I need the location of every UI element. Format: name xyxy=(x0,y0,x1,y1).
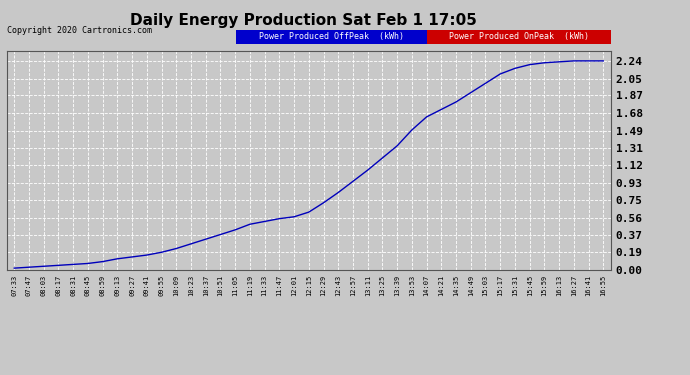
Bar xyxy=(426,30,611,44)
Text: Copyright 2020 Cartronics.com: Copyright 2020 Cartronics.com xyxy=(7,26,152,35)
Text: Power Produced OffPeak  (kWh): Power Produced OffPeak (kWh) xyxy=(259,32,404,41)
Text: Power Produced OnPeak  (kWh): Power Produced OnPeak (kWh) xyxy=(448,32,589,41)
Bar xyxy=(236,30,426,44)
Text: Daily Energy Production Sat Feb 1 17:05: Daily Energy Production Sat Feb 1 17:05 xyxy=(130,13,477,28)
